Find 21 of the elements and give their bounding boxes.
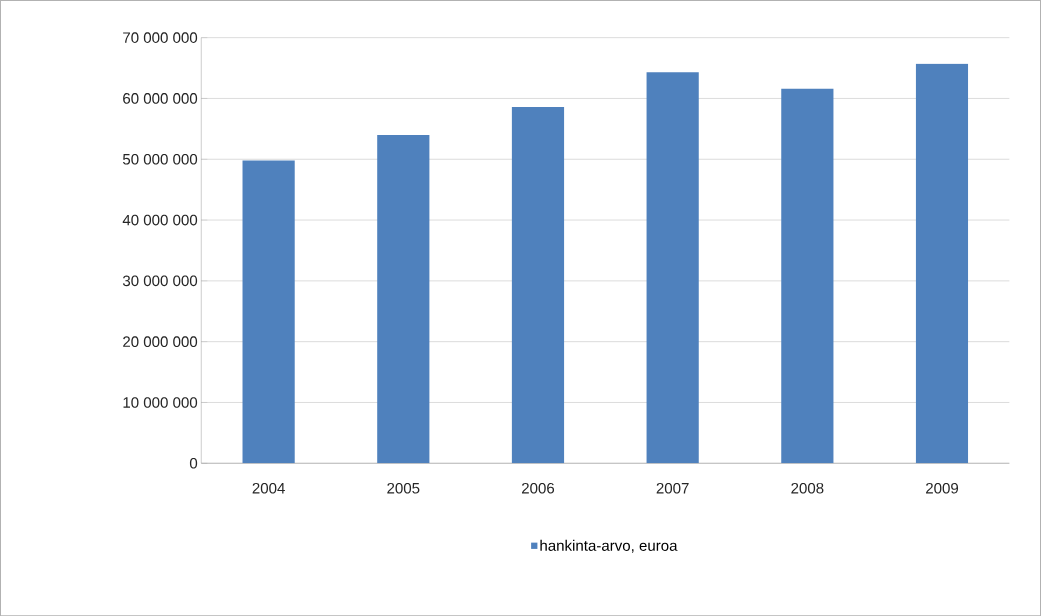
x-tick-label: 2005 bbox=[387, 482, 420, 494]
bar bbox=[781, 88, 834, 464]
y-tick-label: 30 000 000 bbox=[122, 275, 198, 287]
x-tick-label: 2006 bbox=[521, 482, 555, 494]
y-tick-label: 60 000 000 bbox=[123, 92, 198, 104]
y-tick-label: 50 000 000 bbox=[122, 153, 198, 165]
bar bbox=[377, 134, 430, 464]
legend-label: hankinta-arvo, euroa bbox=[540, 539, 678, 553]
bar bbox=[646, 72, 699, 464]
y-tick-label: 70 000 000 bbox=[123, 32, 198, 43]
x-tick-label: 2007 bbox=[656, 482, 689, 494]
x-tick-label: 2008 bbox=[791, 482, 824, 494]
bar bbox=[915, 63, 969, 464]
bar bbox=[511, 106, 565, 464]
bar bbox=[242, 160, 295, 464]
y-tick-label: 10 000 000 bbox=[123, 396, 198, 408]
x-tick-label: 2004 bbox=[252, 482, 285, 494]
y-tick-label: 40 000 000 bbox=[122, 214, 198, 226]
y-tick-label: 0 bbox=[189, 457, 198, 469]
y-tick-label: 20 000 000 bbox=[123, 336, 198, 347]
x-tick-label: 2009 bbox=[926, 482, 959, 494]
